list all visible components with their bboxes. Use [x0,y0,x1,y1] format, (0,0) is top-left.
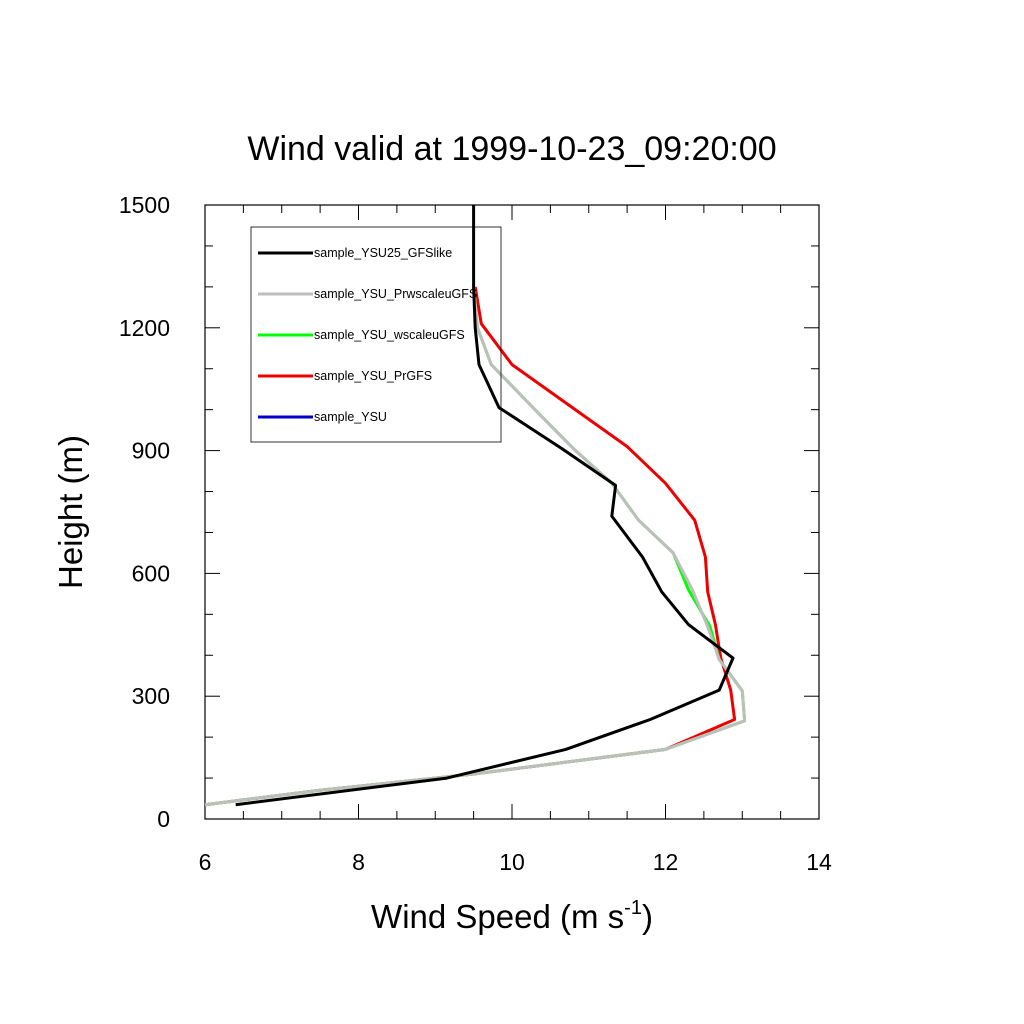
y-tick-label: 300 [132,683,170,709]
tick-labels: 6 8 10 12 14 0 300 600 900 1200 1500 [119,192,832,875]
y-tick-label: 0 [157,806,170,832]
legend-label: sample_YSU_PrGFS [314,369,432,383]
x-tick-label: 10 [499,849,525,875]
y-tick-label: 1200 [119,315,170,341]
x-axis-units-base: (m s [560,898,624,935]
legend-label: sample_YSU_PrwscaleuGFS [314,287,477,301]
series-line-sample_YSU_PrwscaleuGFS [205,286,747,807]
x-axis-label-text: Wind Speed [371,898,551,935]
chart-title: Wind valid at 1999-10-23_09:20:00 [247,130,776,168]
legend: sample_YSU25_GFSlike sample_YSU_Prwscaleu… [250,226,502,443]
x-tick-label: 6 [199,849,212,875]
legend-box [250,226,502,443]
x-tick-label: 12 [653,849,679,875]
series-line-sample_YSU_PrGFS [205,286,737,807]
legend-label: sample_YSU25_GFSlike [314,246,452,260]
y-tick-label: 900 [132,438,170,464]
y-tick-label: 1500 [119,192,170,218]
x-axis-label: Wind Speed (m s-1) [371,897,653,935]
axis-ticks [204,204,820,820]
legend-label: sample_YSU [314,410,387,424]
y-tick-label: 600 [132,560,170,586]
x-axis-units-exponent: -1 [624,897,642,919]
series-layer [205,205,747,807]
y-axis-label: Height (m) [52,435,89,589]
x-tick-label: 8 [352,849,365,875]
legend-label: sample_YSU_wscaleuGFS [314,328,465,342]
series-line-sample_YSU25_GFSlike [235,205,735,807]
x-axis-units-close: ) [642,898,653,935]
x-tick-label: 14 [806,849,832,875]
